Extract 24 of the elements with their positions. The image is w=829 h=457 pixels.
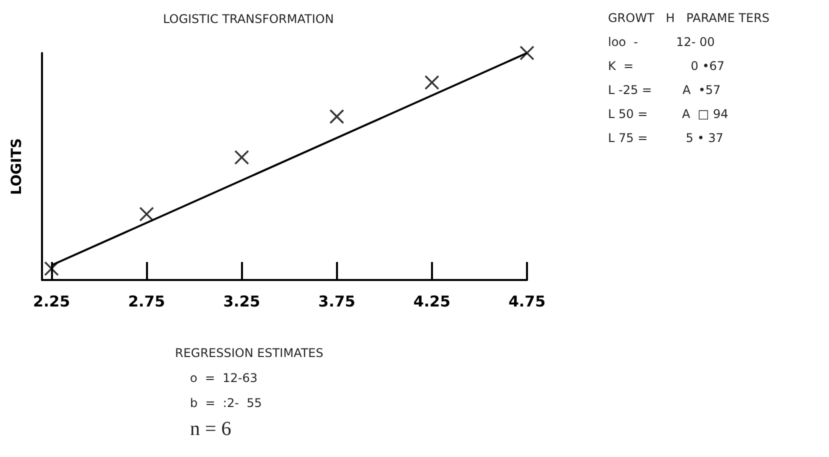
point	[424, 75, 440, 90]
x-tick-label: 2.75	[128, 292, 166, 310]
chart-title: LOGISTIC TRANSFORMATION	[163, 12, 334, 26]
text: L -25 = A •57	[608, 83, 721, 97]
point	[329, 109, 344, 124]
y-axis-title: LOGITS	[9, 138, 25, 195]
text: K = 0 •67	[608, 59, 725, 73]
text: b = :2- 55	[190, 396, 262, 410]
point	[520, 46, 534, 60]
text: REGRESSION ESTIMATES	[175, 346, 324, 360]
text: L 75 = 5 • 37	[608, 131, 724, 145]
point	[234, 150, 250, 165]
x-tick-label: 2.25	[33, 292, 70, 310]
x-tick-label: 4.25	[413, 292, 450, 310]
text: loo - 12- 00	[608, 35, 715, 49]
text: L 50 = A □ 94	[608, 107, 728, 121]
point	[44, 261, 59, 276]
text: o = 12-63	[190, 371, 258, 385]
x-tick-label: 3.25	[223, 292, 260, 310]
text: n = 6	[190, 418, 232, 440]
x-tick-label: 4.75	[508, 292, 546, 310]
x-tick-label: 3.75	[318, 292, 356, 310]
point	[139, 206, 154, 222]
text: GROWT H PARAME TERS	[608, 11, 770, 25]
